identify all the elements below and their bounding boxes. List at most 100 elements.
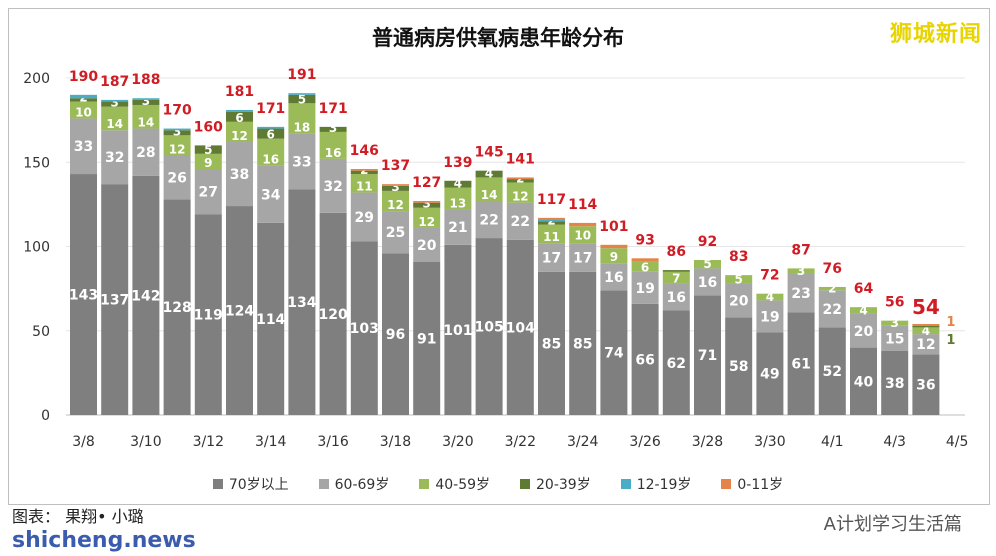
bar-segment: [194, 145, 222, 154]
bar-segment: [475, 201, 503, 239]
bar-segment: [350, 168, 378, 171]
bar-segment: [226, 121, 253, 143]
bar-segment: [319, 158, 347, 213]
bar-segment: [569, 226, 597, 244]
segment-label: 104: [506, 320, 535, 336]
segment-label: 71: [698, 348, 717, 364]
x-tick-label: 3/20: [442, 434, 473, 450]
segment-label: 6: [235, 111, 243, 125]
bar-segment: [288, 103, 316, 134]
legend-label: 12-19岁: [636, 477, 692, 493]
total-label: 146: [350, 143, 379, 159]
bar-segment: [881, 320, 909, 326]
segment-label: 96: [386, 327, 405, 343]
y-tick-label: 200: [23, 71, 50, 87]
bar-segment: [631, 271, 659, 304]
bar-segment: [912, 324, 940, 326]
side-label: 1: [946, 333, 955, 348]
segment-label: 128: [162, 300, 191, 316]
segment-label: 4: [922, 324, 930, 338]
bar-segment: [600, 244, 628, 249]
bar-segment: [538, 221, 565, 225]
segment-label: 33: [292, 154, 311, 170]
y-tick-label: 100: [23, 240, 50, 256]
segment-label: 16: [604, 270, 623, 286]
total-label: 191: [287, 67, 316, 83]
bar-segment: [382, 190, 409, 212]
x-tick-label: 3/10: [130, 434, 161, 450]
total-label: 93: [635, 232, 654, 248]
segment-label: 105: [474, 320, 503, 336]
segment-label: 137: [100, 293, 129, 309]
bar-segment: [350, 170, 378, 175]
bar-segment: [101, 130, 129, 185]
segment-label: 101: [443, 323, 472, 339]
segment-label: 7: [672, 272, 680, 286]
segment-label: 3: [797, 264, 805, 278]
bar-segment: [818, 286, 846, 291]
bar-segment: [506, 179, 534, 183]
segment-label: 26: [167, 170, 186, 186]
bar-segment: [132, 98, 160, 100]
bar-segment: [787, 312, 815, 415]
bar-segment: [694, 295, 721, 415]
segment-label: 3: [329, 121, 337, 135]
x-tick-label: 3/14: [255, 434, 287, 450]
bar-segment: [538, 217, 565, 220]
bar-segment: [850, 347, 877, 415]
side-label: 1: [946, 315, 955, 330]
segment-label: 19: [635, 281, 654, 297]
segment-label: 61: [791, 357, 810, 373]
x-tick-label: 3/28: [692, 434, 723, 450]
legend-label: 70岁以上: [228, 477, 289, 493]
bar-segment: [70, 174, 97, 415]
segment-label: 22: [479, 213, 498, 229]
bar-segment: [382, 253, 409, 415]
segment-label: 12: [169, 143, 186, 157]
total-label: 160: [194, 119, 223, 135]
segment-label: 4: [859, 304, 867, 318]
total-label: 87: [791, 242, 810, 258]
legend-swatch: [721, 479, 732, 489]
segment-label: 14: [106, 117, 123, 131]
total-label: 141: [506, 151, 535, 167]
segment-label: 38: [885, 376, 904, 392]
legend-item: 12-19岁: [620, 474, 692, 494]
bar-segment: [319, 131, 347, 159]
bar-segment: [600, 248, 628, 264]
bar-segment: [288, 94, 316, 104]
segment-label: 5: [298, 92, 306, 106]
bar-segment: [631, 261, 659, 272]
total-label: 72: [760, 268, 779, 284]
bar-segment: [756, 293, 784, 301]
bar-segment: [194, 153, 222, 169]
bar-segment: [257, 126, 285, 129]
segment-label: 11: [543, 230, 560, 244]
x-tick-label: 3/26: [629, 434, 661, 450]
x-tick-label: 4/1: [821, 434, 844, 450]
bar-segment: [787, 273, 815, 313]
bar-segment: [70, 94, 97, 99]
segment-label: 20: [417, 238, 437, 254]
segment-label: 10: [75, 105, 92, 119]
legend-swatch: [212, 479, 223, 489]
segment-label: 19: [760, 309, 779, 325]
bar-segment: [538, 219, 565, 222]
bar-segment: [850, 313, 877, 348]
total-label: 170: [162, 103, 191, 119]
bar-segment: [413, 207, 441, 228]
segment-label: 5: [735, 272, 743, 286]
legend-swatch: [520, 479, 531, 489]
segment-label: 143: [69, 288, 98, 304]
segment-label: 85: [573, 336, 592, 352]
bar-segment: [694, 268, 721, 296]
watermark-logo: 狮城新闻: [889, 22, 982, 47]
legend-label: 60-69岁: [334, 477, 390, 493]
bar-segment: [912, 354, 940, 415]
legend-item: 20-39岁: [520, 474, 591, 494]
bar-segment: [506, 182, 534, 203]
segment-label: 29: [355, 210, 374, 226]
bar-segment: [631, 258, 659, 262]
bar-segment: [382, 211, 409, 254]
bar-segment: [912, 327, 940, 335]
